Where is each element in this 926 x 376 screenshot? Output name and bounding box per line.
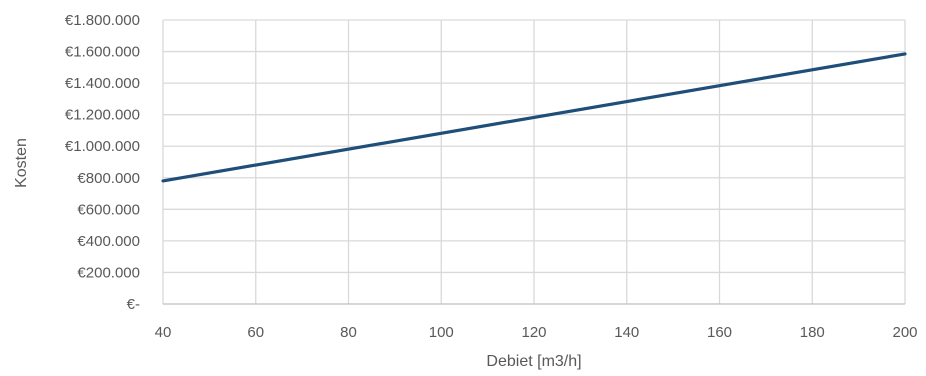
y-axis-title: Kosten (13, 138, 30, 188)
y-tick-label: €600.000 (77, 201, 140, 218)
y-tick-label: €400.000 (77, 233, 140, 250)
x-tick-label: 120 (521, 324, 546, 341)
x-tick-labels: 40 60 80 100 120 140 160 180 200 (155, 324, 918, 341)
x-tick-label: 160 (707, 324, 732, 341)
y-tick-labels: €- €200.000 €400.000 €600.000 €800.000 €1.000… (65, 12, 140, 313)
x-tick-label: 60 (247, 324, 264, 341)
series-layer (161, 52, 907, 183)
x-tick-label: 180 (800, 324, 825, 341)
x-tick-label: 140 (614, 324, 639, 341)
y-tick-label: €1.800.000 (65, 12, 140, 29)
y-tick-label: €1.600.000 (65, 44, 140, 61)
x-tick-label: 80 (340, 324, 357, 341)
y-tick-label: €800.000 (77, 170, 140, 187)
y-tick-label: €200.000 (77, 264, 140, 281)
y-tick-label: €- (127, 296, 140, 313)
y-tick-label: €1.200.000 (65, 107, 140, 124)
x-tick-label: 40 (155, 324, 172, 341)
gridlines (162, 19, 906, 304)
x-tick-label: 100 (429, 324, 454, 341)
x-tick-label: 200 (892, 324, 917, 341)
series-line (161, 52, 907, 183)
y-tick-label: €1.000.000 (65, 138, 140, 155)
y-tick-label: €1.400.000 (65, 75, 140, 92)
x-axis-title: Debiet [m3/h] (486, 353, 581, 370)
